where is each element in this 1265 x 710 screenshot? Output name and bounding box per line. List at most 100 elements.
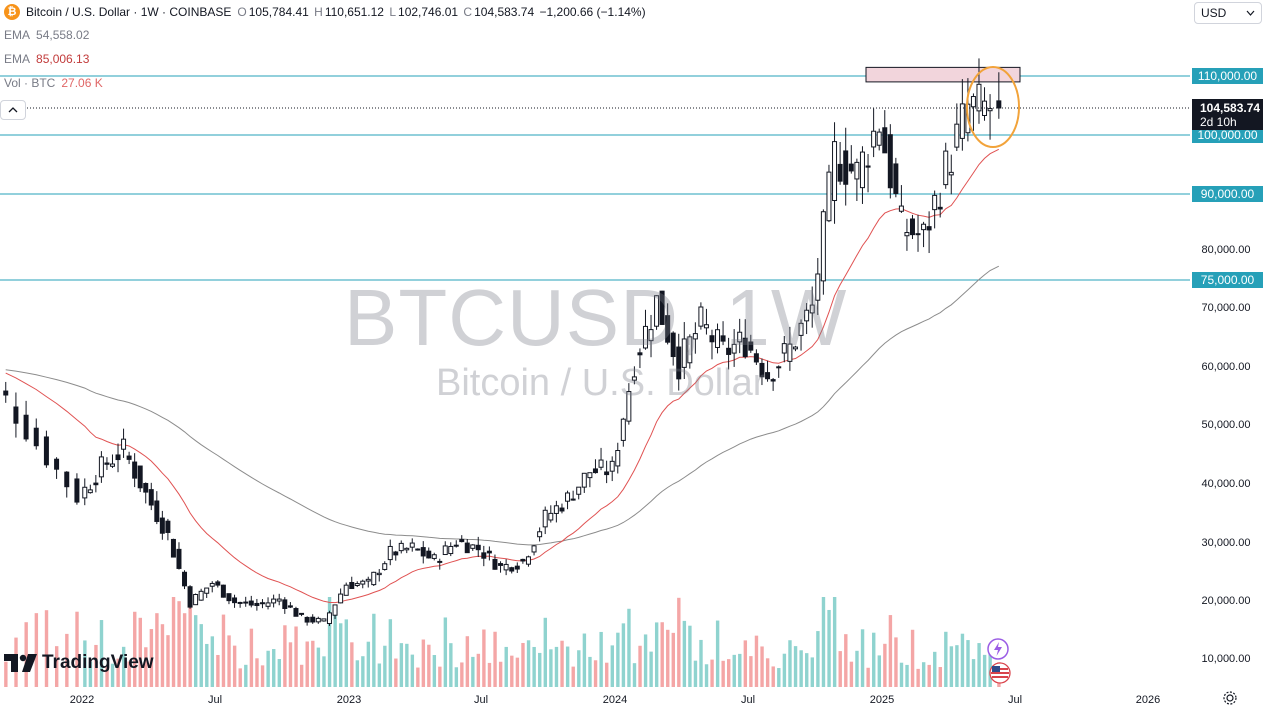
candle-body[interactable] — [426, 550, 432, 559]
candle-body[interactable] — [464, 542, 470, 554]
candle-body[interactable] — [642, 325, 648, 349]
candle-body[interactable] — [437, 560, 443, 563]
candle-body[interactable] — [742, 337, 748, 358]
candle-body[interactable] — [709, 335, 715, 343]
candle-body[interactable] — [731, 343, 737, 354]
candle-body[interactable] — [459, 539, 465, 543]
candle-body[interactable] — [893, 163, 899, 195]
candle-body[interactable] — [598, 459, 604, 468]
candle-body[interactable] — [520, 558, 526, 562]
candle-body[interactable] — [143, 482, 149, 493]
candle-body[interactable] — [915, 233, 921, 236]
candle-body[interactable] — [104, 462, 110, 465]
candle-body[interactable] — [121, 438, 127, 450]
candle-body[interactable] — [415, 548, 421, 551]
candle-body[interactable] — [137, 465, 143, 489]
candle-body[interactable] — [854, 161, 860, 180]
candle-body[interactable] — [703, 324, 709, 329]
candle-body[interactable] — [365, 578, 371, 582]
candle-body[interactable] — [581, 472, 587, 488]
candle-body[interactable] — [531, 545, 537, 553]
candle-body[interactable] — [876, 131, 882, 146]
candle-body[interactable] — [115, 454, 121, 461]
candle-body[interactable] — [826, 171, 832, 222]
candle-body[interactable] — [976, 83, 982, 112]
candle-body[interactable] — [631, 376, 637, 381]
candle-body[interactable] — [859, 151, 865, 189]
candle-body[interactable] — [226, 593, 232, 602]
candle-body[interactable] — [304, 616, 310, 623]
candle-body[interactable] — [537, 531, 543, 538]
candle-body[interactable] — [882, 127, 888, 154]
volume-legend[interactable]: Vol · BTC 27.06 K — [4, 76, 103, 90]
candle-body[interactable] — [659, 290, 665, 325]
candle-body[interactable] — [453, 544, 459, 547]
candle-body[interactable] — [715, 329, 721, 348]
candle-body[interactable] — [681, 338, 687, 368]
candle-body[interactable] — [248, 600, 254, 606]
candle-body[interactable] — [898, 205, 904, 212]
candle-body[interactable] — [503, 563, 509, 571]
highlight-circle[interactable] — [966, 66, 1020, 148]
candle-body[interactable] — [848, 163, 854, 172]
candle-body[interactable] — [759, 362, 765, 378]
candle-body[interactable] — [954, 123, 960, 148]
candle-body[interactable] — [398, 542, 404, 552]
candle-body[interactable] — [492, 558, 498, 570]
candle-body[interactable] — [687, 336, 693, 364]
candle-body[interactable] — [692, 333, 698, 340]
candle-body[interactable] — [865, 165, 871, 168]
gear-icon[interactable] — [1222, 690, 1238, 706]
candle-body[interactable] — [498, 563, 504, 566]
resistance-zone[interactable] — [865, 66, 1021, 83]
candle-body[interactable] — [921, 223, 927, 231]
candle-body[interactable] — [932, 194, 938, 211]
candle-body[interactable] — [431, 554, 437, 559]
symbol-info[interactable]: ₿ Bitcoin / U.S. Dollar · 1W · COINBASE — [4, 4, 231, 20]
candle-body[interactable] — [338, 593, 344, 604]
candle-body[interactable] — [376, 572, 382, 576]
candle-body[interactable] — [937, 206, 943, 210]
candle-body[interactable] — [209, 582, 215, 587]
candle-body[interactable] — [726, 347, 732, 355]
candle-body[interactable] — [23, 414, 29, 440]
currency-select[interactable]: USD — [1194, 2, 1262, 24]
candle-body[interactable] — [420, 547, 426, 557]
candle-body[interactable] — [926, 226, 932, 231]
candle-body[interactable] — [475, 544, 481, 551]
candle-body[interactable] — [654, 295, 660, 327]
candle-body[interactable] — [448, 545, 454, 555]
candle-body[interactable] — [287, 605, 293, 608]
candle-body[interactable] — [360, 580, 366, 585]
candle-body[interactable] — [948, 171, 954, 176]
candle-body[interactable] — [87, 489, 93, 494]
candle-body[interactable] — [74, 478, 80, 503]
candle-body[interactable] — [753, 353, 759, 363]
candle-body[interactable] — [293, 608, 299, 617]
candle-body[interactable] — [470, 544, 476, 549]
candle-body[interactable] — [615, 450, 621, 467]
candle-body[interactable] — [265, 602, 271, 607]
candle-body[interactable] — [887, 134, 893, 189]
candle-body[interactable] — [620, 418, 626, 441]
candle-body[interactable] — [626, 391, 632, 422]
candle-body[interactable] — [525, 556, 531, 565]
candle-body[interactable] — [996, 100, 1002, 109]
lightning-icon[interactable] — [985, 636, 1011, 662]
candle-body[interactable] — [904, 232, 910, 237]
candle-body[interactable] — [82, 486, 88, 499]
candle-body[interactable] — [970, 96, 976, 108]
candle-body[interactable] — [565, 492, 571, 502]
candle-body[interactable] — [559, 507, 565, 512]
candle-body[interactable] — [570, 498, 576, 501]
candle-body[interactable] — [576, 486, 582, 495]
candle-body[interactable] — [509, 567, 515, 572]
candle-body[interactable] — [648, 329, 654, 342]
candle-body[interactable] — [109, 463, 115, 467]
candle-body[interactable] — [132, 461, 138, 479]
candle-body[interactable] — [670, 332, 676, 358]
candle-body[interactable] — [542, 509, 548, 528]
candle-body[interactable] — [637, 352, 643, 356]
candle-body[interactable] — [232, 597, 238, 604]
